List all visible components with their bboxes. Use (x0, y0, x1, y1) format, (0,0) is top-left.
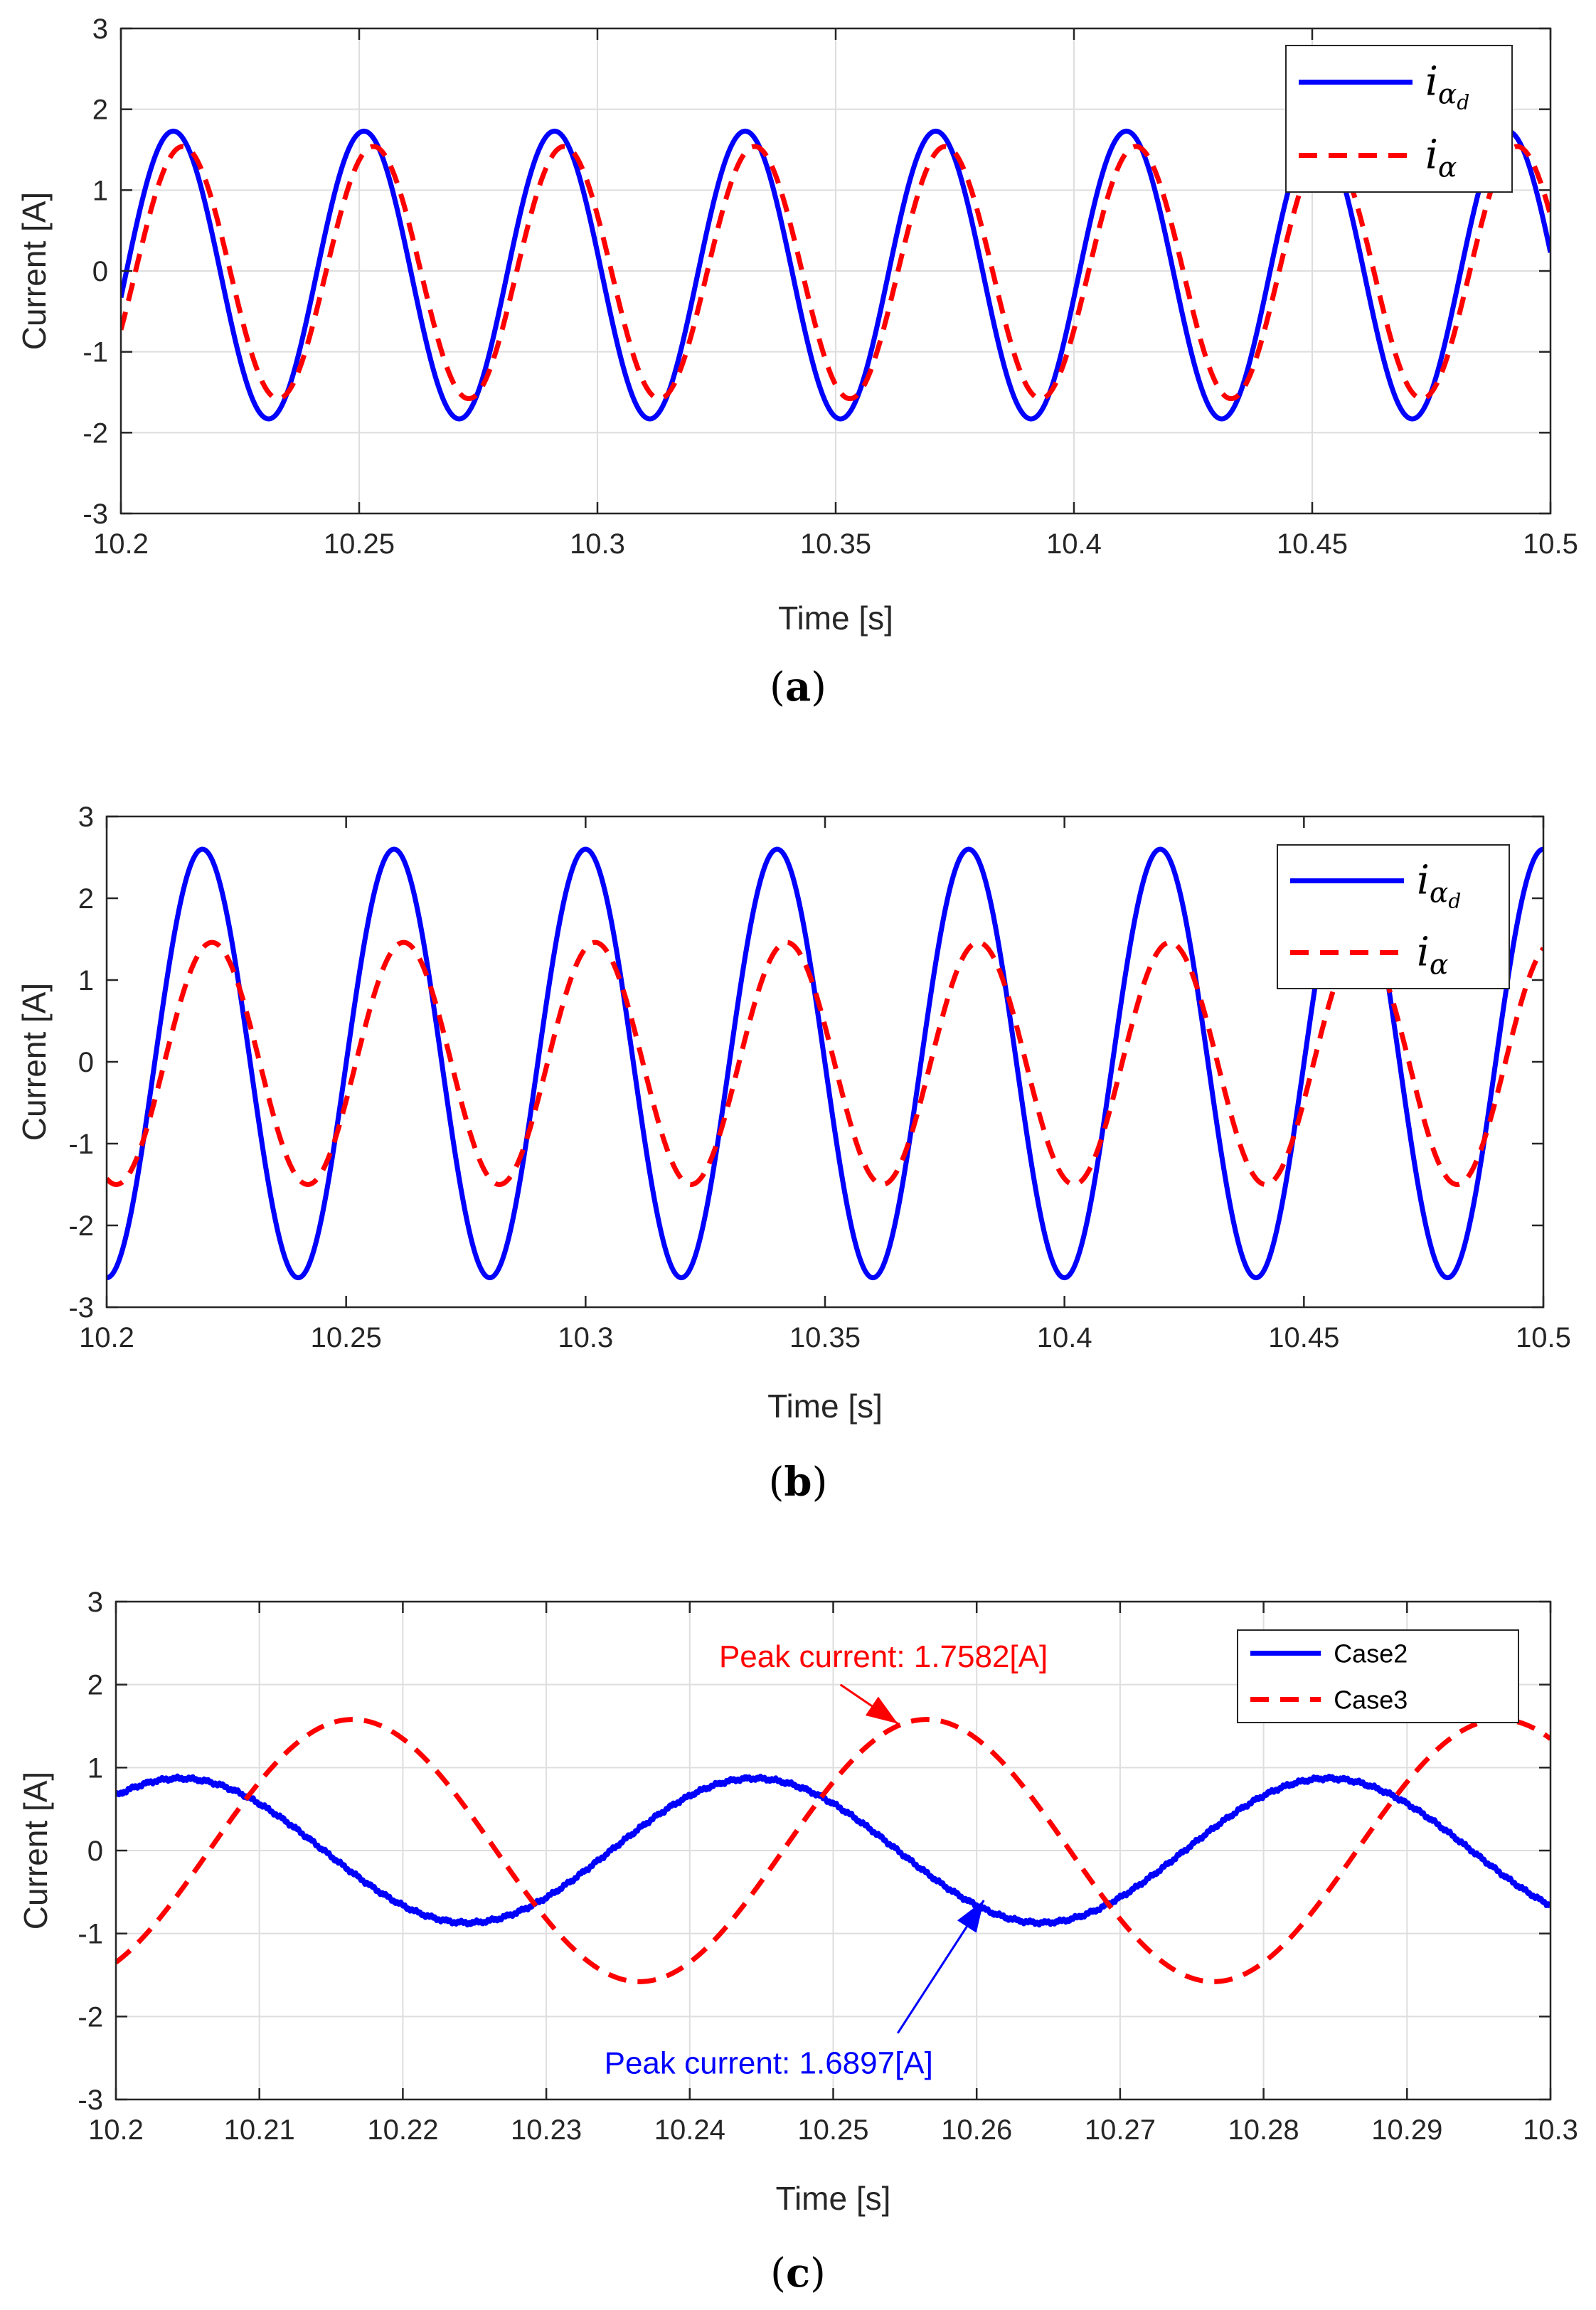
x-tick-label: 10.2 (93, 528, 149, 560)
x-tick-label: 10.26 (941, 2114, 1012, 2146)
panel-caption: (b) (769, 1459, 828, 1506)
y-tick-label: -1 (83, 337, 108, 368)
x-axis-label: Time [s] (776, 2180, 891, 2217)
legend-label: iα (1425, 132, 1457, 184)
x-tick-label: 10.3 (558, 1322, 613, 1353)
panel-c-chart: 10.2 10.21 10.22 10.23 10.24 10.25 10.26 10.27 1… (17, 1587, 1578, 2296)
y-tick-label: -2 (78, 2001, 103, 2033)
y-tick-label: -1 (68, 1129, 94, 1160)
panel-b-chart: 10.2 10.25 10.3 10.35 10.4 10.45 10.5 -3 -2 -1 0 1 2… (16, 802, 1571, 1506)
legend-label: Case3 (1334, 1686, 1408, 1715)
x-tick-label: 10.45 (1277, 528, 1348, 560)
legend-label: iαd (1417, 858, 1461, 913)
legend-box (1277, 844, 1510, 989)
series-line-i- (121, 144, 1550, 402)
legend-box (1285, 45, 1513, 193)
x-tick-label: 10.5 (1523, 528, 1578, 560)
y-tick-label: 0 (92, 256, 108, 287)
series-line-i- (107, 940, 1543, 1187)
x-axis-label: Time [s] (778, 600, 893, 637)
y-tick-label: -2 (68, 1210, 94, 1242)
y-tick-label: 1 (78, 965, 94, 996)
panel-caption: (a) (770, 664, 826, 710)
x-tick-label: 10.23 (511, 2114, 582, 2146)
x-tick-label: 10.5 (1516, 1322, 1571, 1353)
y-tick-label: 2 (87, 1670, 103, 1701)
legend-box (1237, 1629, 1519, 1723)
x-tick-label: 10.2 (79, 1322, 134, 1353)
x-axis-label: Time [s] (767, 1388, 883, 1425)
y-axis-label: Current [A] (17, 1772, 54, 1930)
x-tick-label: 10.35 (800, 528, 871, 560)
x-tick-label: 10.35 (789, 1322, 861, 1353)
series-line-case2 (116, 1773, 1550, 1928)
y-tick-label: 3 (92, 14, 108, 45)
y-tick-label: 0 (78, 1047, 94, 1078)
x-tick-label: 10.25 (797, 2114, 868, 2146)
legend-label: iα (1417, 930, 1448, 981)
y-tick-label: 3 (87, 1587, 103, 1618)
x-tick-label: 10.25 (324, 528, 395, 560)
y-tick-label: -3 (68, 1292, 94, 1324)
y-axis-label: Current [A] (16, 983, 53, 1141)
y-tick-label: 3 (78, 802, 94, 833)
y-tick-label: 1 (87, 1752, 103, 1784)
series-line-case3 (116, 1717, 1550, 1984)
y-tick-label: 2 (92, 95, 108, 126)
annotation-arrow-head (865, 1696, 898, 1724)
legend-label: Case2 (1334, 1639, 1408, 1668)
annotation-label: Peak current: 1.6897[A] (605, 2046, 933, 2081)
y-tick-label: -3 (78, 2085, 103, 2116)
x-tick-label: 10.21 (224, 2114, 295, 2146)
series-line-i-d (107, 846, 1543, 1281)
y-axis-label: Current [A] (16, 192, 53, 350)
x-tick-label: 10.27 (1085, 2114, 1156, 2146)
legend-label: iαd (1425, 59, 1469, 115)
x-tick-label: 10.24 (654, 2114, 725, 2146)
x-tick-label: 10.28 (1228, 2114, 1299, 2146)
annotation-label: Peak current: 1.7582[A] (719, 1639, 1048, 1674)
x-tick-label: 10.3 (1523, 2114, 1578, 2146)
panel-a-chart: 10.2 10.25 10.3 10.35 10.4 10.45 10.5 -3 -2 -1 0 1 2… (16, 14, 1578, 710)
panel-caption: (c) (770, 2250, 826, 2296)
x-tick-label: 10.22 (367, 2114, 438, 2146)
annotation-arrow-head (957, 1900, 984, 1933)
y-tick-label: -2 (83, 417, 108, 449)
x-tick-label: 10.45 (1268, 1322, 1339, 1353)
x-tick-label: 10.4 (1037, 1322, 1092, 1353)
y-tick-label: 1 (92, 175, 108, 206)
x-tick-label: 10.25 (311, 1322, 382, 1353)
y-tick-label: -1 (78, 1919, 103, 1950)
y-tick-label: -3 (83, 499, 108, 530)
x-tick-label: 10.29 (1371, 2114, 1442, 2146)
x-tick-label: 10.2 (88, 2114, 144, 2146)
x-tick-label: 10.3 (570, 528, 625, 560)
x-tick-label: 10.4 (1046, 528, 1102, 560)
y-tick-label: 2 (78, 883, 94, 915)
y-tick-label: 0 (87, 1836, 103, 1867)
